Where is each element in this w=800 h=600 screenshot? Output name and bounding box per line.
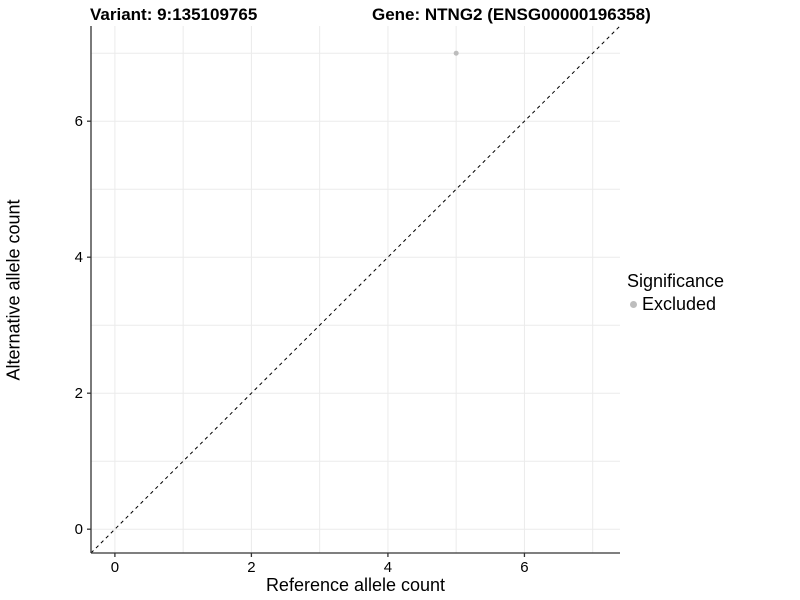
plot-title-variant: Variant: 9:135109765 — [90, 5, 258, 24]
y-tick-label: 4 — [75, 249, 83, 266]
legend: Significance Excluded — [627, 271, 724, 315]
legend-item-label: Excluded — [642, 294, 717, 314]
x-axis-title: Reference allele count — [265, 575, 446, 595]
x-tick-label: 6 — [520, 559, 528, 576]
plot-title-gene: Gene: NTNG2 (ENSG00000196358) — [372, 5, 651, 24]
y-axis-title: Alternative allele count — [3, 199, 24, 381]
data-point — [453, 50, 459, 56]
identity-dashed-line — [90, 25, 621, 554]
x-tick-label: 2 — [247, 559, 255, 576]
y-tick-label: 2 — [75, 385, 83, 402]
x-tick-label: 0 — [111, 559, 119, 576]
y-tick-label: 6 — [75, 113, 83, 130]
legend-item-excluded: Excluded — [627, 294, 724, 315]
y-tick-label: 0 — [75, 521, 83, 538]
legend-title: Significance — [627, 271, 725, 291]
legend-point-icon — [630, 301, 637, 308]
x-tick-label: 4 — [384, 559, 392, 576]
